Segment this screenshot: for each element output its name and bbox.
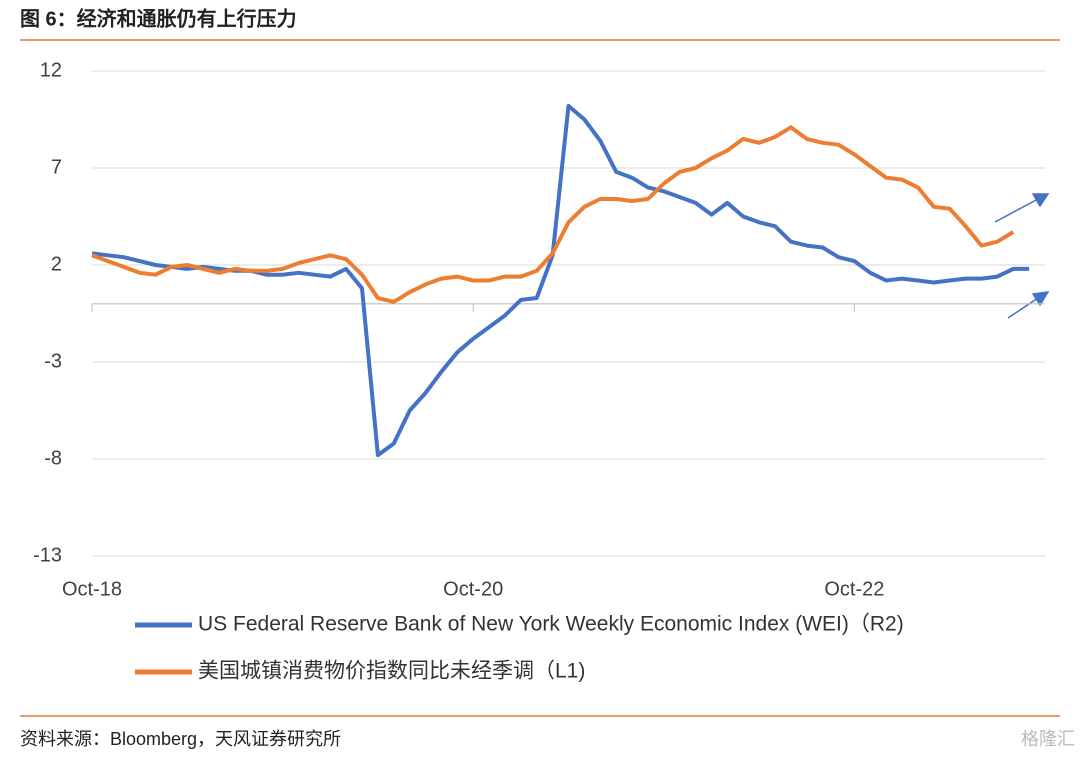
y-tick-label: 12 xyxy=(40,59,62,81)
source-note: 资料来源：Bloomberg，天风证券研究所 xyxy=(20,729,341,749)
x-tick-label: Oct-20 xyxy=(443,578,503,600)
series-line xyxy=(91,103,1030,458)
legend-label: US Federal Reserve Bank of New York Week… xyxy=(198,613,904,636)
annotation-arrows xyxy=(994,193,1050,319)
y-tick-label: -13 xyxy=(33,544,62,566)
x-tick-label: Oct-22 xyxy=(824,578,884,600)
y-tick-label: -3 xyxy=(44,350,62,372)
y-tick-label: 7 xyxy=(51,156,62,178)
x-tick-label: Oct-18 xyxy=(62,578,122,600)
chart-title: 图 6：经济和通胀仍有上行压力 xyxy=(20,6,297,30)
y-tick-label: -8 xyxy=(44,447,62,469)
series-line xyxy=(91,125,1015,304)
watermark: 格隆汇 xyxy=(1021,729,1075,749)
legend-label: 美国城镇消费物价指数同比未经季调（L1) xyxy=(198,660,585,683)
y-tick-label: 2 xyxy=(51,253,62,275)
